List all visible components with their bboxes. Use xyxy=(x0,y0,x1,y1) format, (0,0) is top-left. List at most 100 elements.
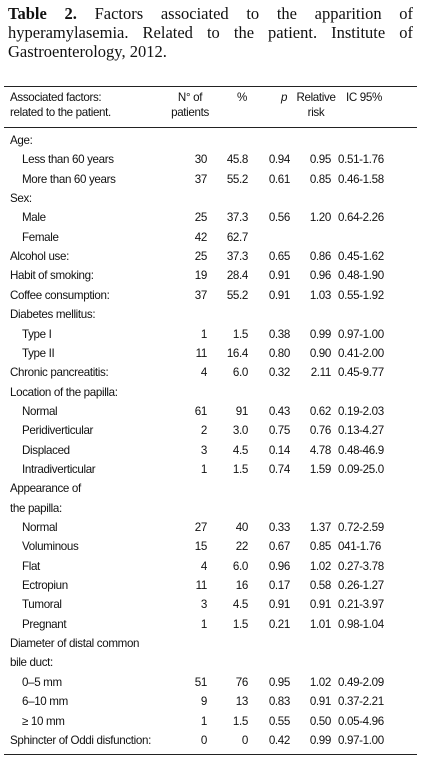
row-label: Normal xyxy=(22,521,58,534)
cell: 0.74 xyxy=(268,462,291,476)
row-label: Flat xyxy=(22,559,40,573)
cell: 0.91 xyxy=(268,288,291,302)
row-label: Location of the papilla: xyxy=(10,385,118,399)
cell: 0.05-4.96 xyxy=(338,714,384,728)
cell: 16 xyxy=(235,579,249,593)
row-label: Age: xyxy=(10,134,33,147)
cell: 19 xyxy=(194,269,208,283)
cell: 2 xyxy=(200,424,207,438)
cell: 0.99 xyxy=(309,327,332,341)
cell: 6.0 xyxy=(232,559,248,573)
row-label: Coffee consumption: xyxy=(10,288,110,302)
cell: 22 xyxy=(235,540,249,554)
row-label: Tumoral xyxy=(22,598,62,612)
header-rule xyxy=(4,127,417,128)
cell: 0.13-4.27 xyxy=(338,424,384,438)
cell: 0.56 xyxy=(268,211,291,225)
row-label: More than 60 years xyxy=(22,172,116,186)
cell: 37 xyxy=(194,172,208,186)
cell: 0.33 xyxy=(268,521,291,534)
cell: 13 xyxy=(235,695,249,709)
cell: 1.5 xyxy=(232,327,248,341)
cell: 0.49-2.09 xyxy=(338,675,384,689)
cell: 3.0 xyxy=(232,424,248,438)
column-header: patients xyxy=(171,106,209,119)
cell: 0.42 xyxy=(268,733,291,747)
cell: 28.4 xyxy=(226,269,249,283)
cell: 62.7 xyxy=(226,230,249,244)
cell: 0.41-2.00 xyxy=(338,346,384,360)
cell: 0.32 xyxy=(268,366,291,380)
cell: 0.86 xyxy=(309,250,332,264)
cell: 0.99 xyxy=(309,733,332,747)
cell: 1 xyxy=(200,462,207,476)
row-label: bile duct: xyxy=(10,656,53,670)
cell: 1 xyxy=(200,617,207,631)
cell: 27 xyxy=(194,521,208,534)
cell: 0.91 xyxy=(268,598,291,612)
cell: 11 xyxy=(195,346,208,360)
cell: 0.72-2.59 xyxy=(338,521,384,534)
cell: 0.67 xyxy=(268,540,291,554)
cell: 0.85 xyxy=(309,540,332,554)
cell: 0.91 xyxy=(309,598,332,612)
row-label: Less than 60 years xyxy=(22,153,114,167)
cell: 37.3 xyxy=(226,250,249,264)
cell: 1.02 xyxy=(309,675,332,689)
row-label: Peridiverticular xyxy=(22,424,94,438)
cell: 0.45-9.77 xyxy=(338,366,384,380)
column-header: N° of xyxy=(177,91,203,104)
cell: 0.26-1.27 xyxy=(338,579,384,593)
row-label: Chronic pancreatitis: xyxy=(10,366,109,380)
row-label: Diabetes mellitus: xyxy=(10,308,96,322)
cell: 0.55 xyxy=(268,714,291,728)
caption-text: Factors associated to the apparition of … xyxy=(8,4,414,61)
cell: 37 xyxy=(194,288,208,302)
cell: 45.8 xyxy=(226,153,249,167)
cell: 0.50 xyxy=(309,714,332,728)
cell: 0.21-3.97 xyxy=(338,598,384,612)
cell: 4 xyxy=(200,366,207,380)
row-label: Voluminous xyxy=(22,540,79,554)
cell: 0.64-2.26 xyxy=(338,211,384,225)
cell: 0.91 xyxy=(309,695,332,709)
cell: 0.17 xyxy=(268,579,291,593)
cell: 1.01 xyxy=(309,617,332,631)
row-label: Displaced xyxy=(22,443,70,457)
cell: 1.03 xyxy=(309,288,332,302)
cell: 15 xyxy=(194,540,208,554)
cell: 0.90 xyxy=(309,346,332,360)
column-header: % xyxy=(237,91,247,104)
row-label: Alcohol use: xyxy=(10,250,69,264)
row-label: Appearance of xyxy=(10,482,81,496)
cell: 4.5 xyxy=(232,443,248,457)
row-label: Sphincter of Oddi disfunction: xyxy=(10,733,151,747)
column-header: IC 95% xyxy=(346,91,382,104)
cell: 0.55-1.92 xyxy=(338,288,384,302)
cell: 0.80 xyxy=(268,346,291,360)
row-label: Diameter of distal common xyxy=(10,637,140,651)
cell: 4 xyxy=(200,559,207,573)
cell: 1.59 xyxy=(309,462,332,476)
cell: 0.58 xyxy=(309,579,332,593)
cell: 0.61 xyxy=(268,172,291,186)
caption-label: Table 2. xyxy=(8,4,77,23)
cell: 3 xyxy=(200,598,207,612)
bottom-rule xyxy=(4,754,417,755)
cell: 041-1.76 xyxy=(338,540,381,554)
cell: 0.96 xyxy=(268,559,291,573)
row-label: Habit of smoking: xyxy=(10,269,94,283)
cell: 0.97-1.00 xyxy=(338,327,384,341)
cell: 1.5 xyxy=(232,462,248,476)
cell: 0.43 xyxy=(268,404,291,418)
cell: 4.5 xyxy=(232,598,248,612)
cell: 3 xyxy=(200,443,207,457)
cell: 42 xyxy=(194,230,208,244)
cell: 0.37-2.21 xyxy=(338,695,384,709)
cell: 25 xyxy=(194,250,208,264)
cell: 61 xyxy=(194,404,208,418)
cell: 0.95 xyxy=(268,675,291,689)
row-label: Ectropiun xyxy=(22,579,68,593)
caption: Table 2. Factors associated to the appar… xyxy=(8,4,413,61)
cell: 55.2 xyxy=(226,172,249,186)
